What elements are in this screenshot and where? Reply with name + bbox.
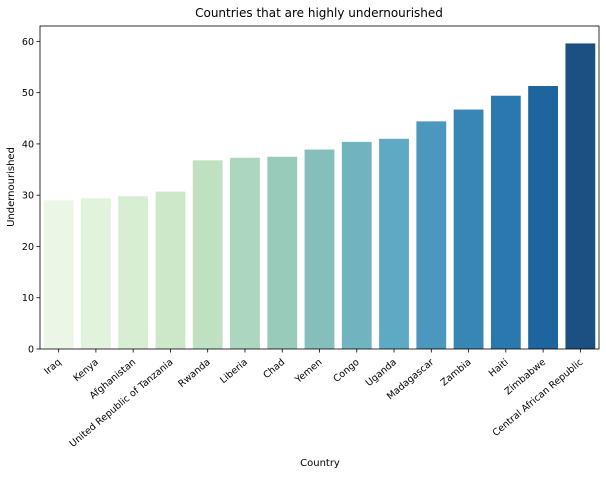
y-tick-label: 50 xyxy=(22,88,34,99)
y-axis-title: Undernourished xyxy=(6,147,17,227)
x-tick-label: Haiti xyxy=(487,357,511,380)
x-axis-title: Country xyxy=(300,458,340,469)
x-tick-label: Liberia xyxy=(218,357,250,386)
y-tick-label: 40 xyxy=(22,139,34,150)
x-tick-label: Zambia xyxy=(439,357,474,389)
bars-layer xyxy=(43,43,596,350)
bar xyxy=(341,141,372,349)
y-tick-label: 30 xyxy=(22,191,34,202)
bar xyxy=(230,157,260,349)
x-tick-label: Iraq xyxy=(42,357,63,377)
bar xyxy=(192,160,223,349)
bar xyxy=(155,191,186,349)
bar xyxy=(528,85,558,350)
x-tick-label: Uganda xyxy=(364,357,399,389)
y-tick-label: 60 xyxy=(22,37,34,48)
bar xyxy=(267,156,298,349)
bar xyxy=(118,196,149,349)
y-axis: 0 10 20 30 40 50 60 xyxy=(22,37,40,356)
y-tick-label: 20 xyxy=(22,242,34,253)
bar xyxy=(565,43,596,350)
x-tick-label: Yemen xyxy=(292,357,324,386)
plot-frame xyxy=(39,25,600,350)
bar xyxy=(379,138,409,349)
bar xyxy=(453,109,484,349)
chart-title: Countries that are highly undernourished xyxy=(195,6,443,20)
y-tick-label: 10 xyxy=(22,293,34,304)
x-tick-label: Kenya xyxy=(71,357,100,384)
bar xyxy=(304,149,335,349)
x-tick-label: Congo xyxy=(331,357,361,385)
y-tick-label: 0 xyxy=(28,345,34,356)
bar xyxy=(43,200,74,349)
bar xyxy=(416,121,447,349)
x-tick-label: Rwanda xyxy=(176,357,212,390)
x-tick-label: Chad xyxy=(261,357,287,381)
bar xyxy=(80,198,111,349)
bar xyxy=(490,95,521,349)
